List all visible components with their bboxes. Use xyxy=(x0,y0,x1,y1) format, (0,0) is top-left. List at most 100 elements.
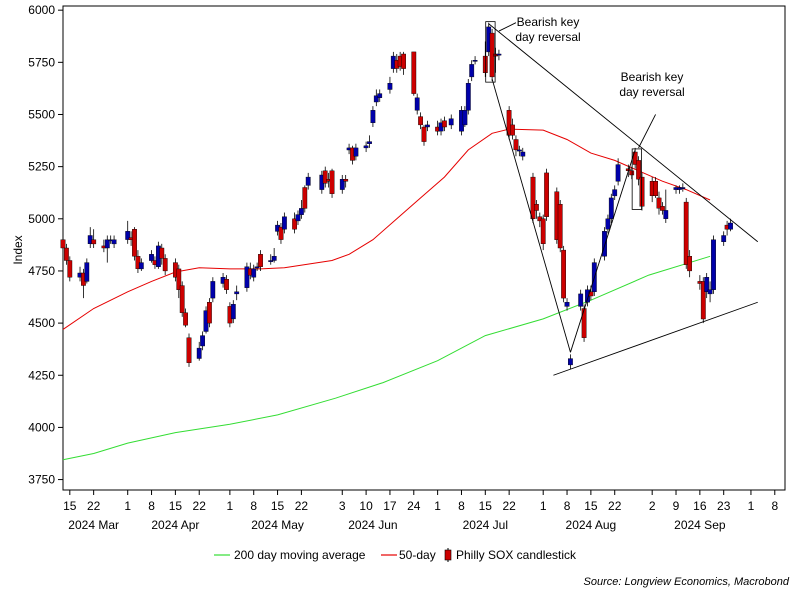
candle-up xyxy=(496,53,502,56)
x-tick-label: 1 xyxy=(748,499,755,513)
x-tick-label: 8 xyxy=(250,499,257,513)
x-tick-label: 3 xyxy=(339,499,346,513)
candle-up xyxy=(377,93,383,98)
candle-down xyxy=(683,201,689,265)
candle-down xyxy=(159,247,165,259)
x-month-label: 2024 Aug xyxy=(566,518,617,532)
candle-down xyxy=(132,228,137,257)
candle-down xyxy=(632,151,638,165)
candle-up xyxy=(271,256,277,261)
candle-up xyxy=(104,239,110,249)
candle-down xyxy=(653,180,659,196)
candle-down xyxy=(183,312,188,326)
candle-up xyxy=(414,97,420,111)
candle-down xyxy=(544,172,550,217)
candle-down xyxy=(540,218,546,245)
x-tick-label: 1 xyxy=(434,499,441,513)
source-note: Source: Longview Economics, Macrobond xyxy=(584,576,790,588)
candle-down xyxy=(687,256,693,272)
candle-up xyxy=(448,118,454,126)
y-tick-label: 4000 xyxy=(28,420,55,434)
upper-trendline xyxy=(488,23,759,243)
x-tick-label: 2 xyxy=(649,499,656,513)
x-month-label: 2024 Jun xyxy=(348,518,397,532)
candle-up xyxy=(612,189,618,197)
moving-average-lines xyxy=(62,128,711,461)
y-tick-label: 4750 xyxy=(28,264,55,278)
candle-up xyxy=(268,260,274,262)
candle-up xyxy=(84,262,90,282)
candle-up xyxy=(425,124,430,128)
candle-up xyxy=(472,60,478,62)
candle-up xyxy=(196,347,202,359)
candle-up xyxy=(721,235,727,243)
x-tick-label: 15 xyxy=(271,499,285,513)
candle-up xyxy=(680,187,686,189)
candle-up xyxy=(230,304,236,320)
annotation-arrow-july xyxy=(498,22,517,32)
x-tick-label: 15 xyxy=(479,499,493,513)
candle-down xyxy=(442,120,447,128)
candle-down xyxy=(302,187,308,209)
candle-up xyxy=(707,289,713,295)
candle-up xyxy=(210,281,216,299)
candle-up xyxy=(244,266,250,288)
candle-down xyxy=(660,206,665,211)
candle-down xyxy=(581,308,587,338)
candle-up xyxy=(520,151,526,157)
candle-up xyxy=(367,141,372,144)
x-tick-label: 15 xyxy=(169,499,183,513)
x-axis-ticks: 15 22 1 8 15 22 1 8 15 22 3 10 17 24 1 8 15 22 1 8 15 22 2 9 16 2… xyxy=(63,490,778,532)
candle-down xyxy=(510,124,515,136)
x-month-label: 2024 Apr xyxy=(151,518,199,532)
x-tick-label: 22 xyxy=(502,499,516,513)
candle-up xyxy=(469,64,475,78)
candle-up xyxy=(605,218,611,230)
legend-label-candle: Philly SOX candlestick xyxy=(456,548,577,562)
x-tick-label: 10 xyxy=(359,499,373,513)
candle-down xyxy=(513,139,519,151)
candle-up xyxy=(465,82,471,111)
candlestick-series xyxy=(60,22,733,369)
candle-down xyxy=(656,197,662,209)
candle-down xyxy=(411,51,417,94)
y-tick-label: 3750 xyxy=(28,473,55,487)
candle-up xyxy=(517,149,522,152)
candle-up xyxy=(305,176,311,186)
candle-down xyxy=(700,281,706,320)
candle-up xyxy=(234,291,240,295)
candle-up xyxy=(711,239,716,290)
lower-trendline xyxy=(553,301,758,376)
x-tick-label: 22 xyxy=(87,499,101,513)
candle-down xyxy=(506,110,512,136)
v-pattern-right-leg xyxy=(570,149,636,353)
series-line-200day xyxy=(62,255,711,461)
candle-down xyxy=(206,302,212,324)
y-tick-label: 5250 xyxy=(28,160,55,174)
candle-down xyxy=(322,170,328,184)
legend-swatch-candle-body xyxy=(444,549,452,561)
candle-down xyxy=(421,126,427,142)
candle-down xyxy=(557,203,563,249)
candle-down xyxy=(636,160,642,180)
candle-up xyxy=(564,302,570,307)
candle-down xyxy=(534,203,539,211)
candle-up xyxy=(462,110,468,126)
reversal-box-august xyxy=(631,148,642,210)
x-tick-label: 8 xyxy=(458,499,465,513)
candle-down xyxy=(530,176,536,220)
candle-down xyxy=(329,170,335,194)
reversal-box-july xyxy=(485,21,496,83)
candle-down xyxy=(176,268,182,290)
candle-up xyxy=(282,216,287,230)
x-tick-label: 17 xyxy=(383,499,397,513)
candle-up xyxy=(339,178,345,190)
candle-up xyxy=(608,197,614,219)
x-month-label: 2024 Sep xyxy=(674,518,726,532)
candle-up xyxy=(578,293,584,307)
candle-down xyxy=(343,178,349,182)
x-tick-label: 16 xyxy=(693,499,707,513)
candle-down xyxy=(278,226,284,240)
